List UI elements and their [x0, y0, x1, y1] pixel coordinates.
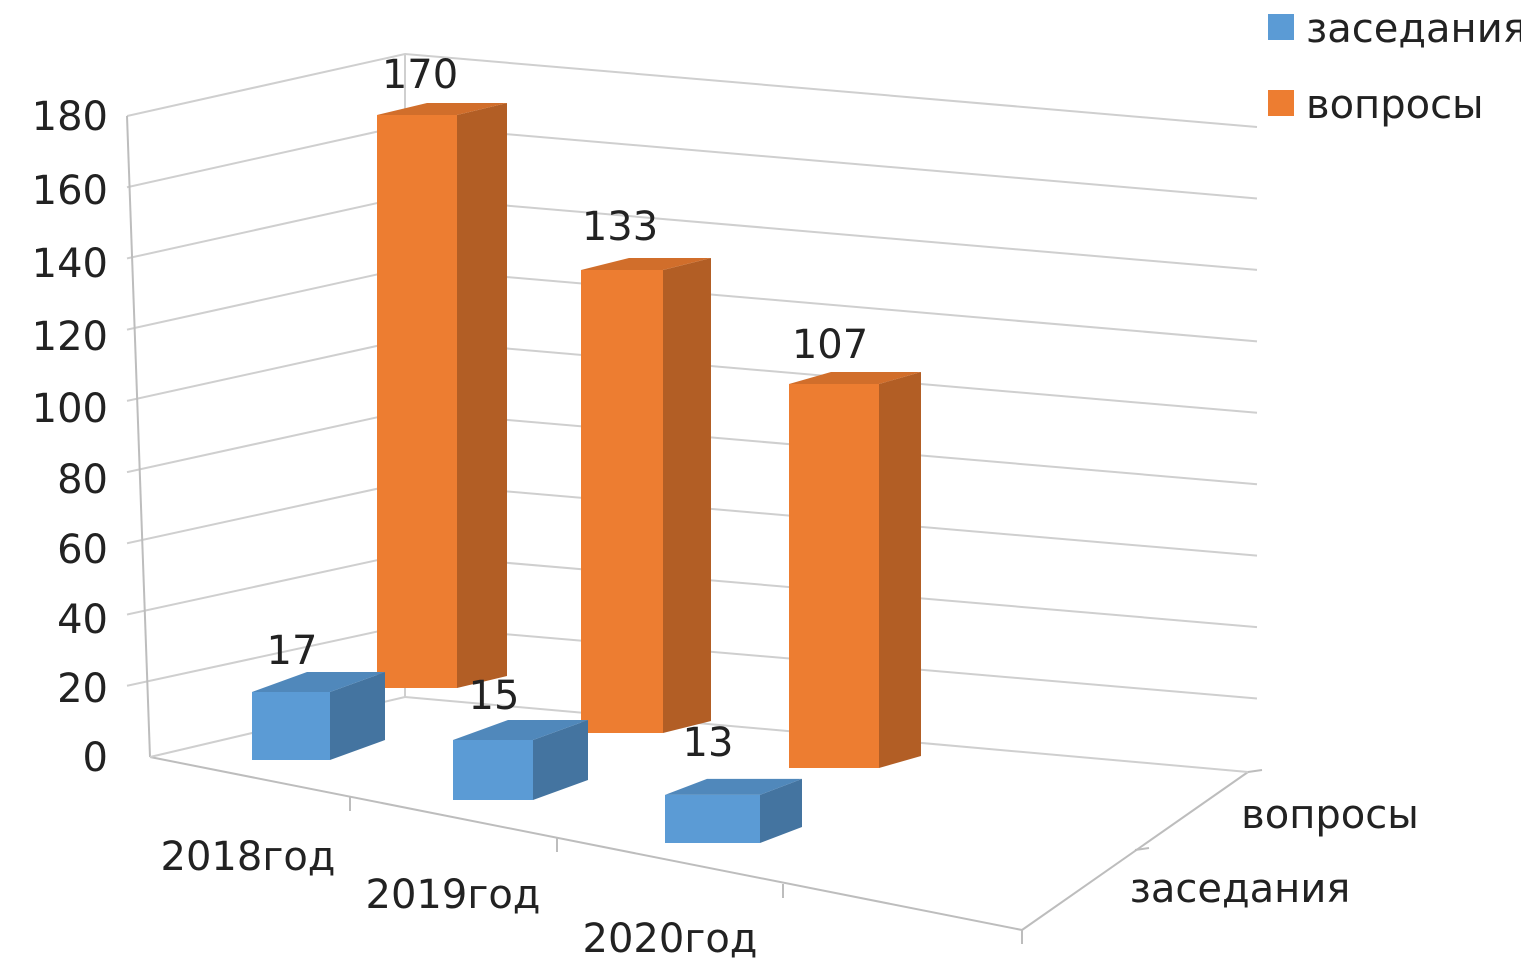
bar-вопросы-2020год [789, 372, 921, 768]
depth-label: заседания [1130, 866, 1351, 912]
depth-tick-mark [1134, 847, 1150, 851]
bar-заседания-2020год [665, 778, 802, 843]
category-label: 2020год [583, 916, 758, 960]
data-label: 17 [267, 628, 318, 674]
y-tick-label: 80 [57, 457, 108, 503]
y-tick-label: 180 [32, 94, 108, 140]
bar-side [533, 720, 588, 800]
bar-side [879, 372, 921, 768]
y-tick-label: 20 [57, 666, 108, 712]
bar-заседания-2018год [252, 672, 385, 760]
data-label: 107 [792, 322, 868, 368]
bar-top [252, 672, 385, 692]
data-label: 170 [382, 52, 458, 98]
legend-label: заседания [1306, 6, 1521, 52]
category-labels: 2018год 2019год 2020год [161, 834, 758, 960]
data-label: 15 [469, 673, 520, 719]
y-tick-label: 40 [57, 597, 108, 643]
y-tick-label: 120 [32, 314, 108, 360]
legend-swatch [1268, 14, 1294, 40]
bar-side [760, 778, 802, 843]
legend-item: заседания [1268, 6, 1521, 52]
bar-заседания-2019год [453, 720, 588, 800]
bar-вопросы-2018год [377, 103, 507, 688]
bars [252, 103, 921, 843]
depth-axis-labels: вопросы заседания [1130, 792, 1419, 912]
depth-label: вопросы [1241, 792, 1419, 838]
bar-side [330, 672, 385, 760]
bar-вопросы-2019год [581, 258, 711, 733]
bar-front [581, 270, 663, 733]
y-tick-label: 160 [32, 168, 108, 214]
y-tick-label: 140 [32, 241, 108, 287]
y-tick-label: 100 [32, 386, 108, 432]
depth-axis-line [1021, 771, 1249, 931]
legend-label: вопросы [1306, 82, 1484, 128]
x-axis-line [149, 756, 1023, 931]
category-label: 2019год [366, 872, 541, 918]
bar-front [453, 740, 533, 800]
y-tick-label: 0 [83, 735, 108, 781]
bar-front [665, 794, 760, 843]
bar-top [665, 778, 802, 795]
category-label: 2018год [161, 834, 336, 880]
y-tick-label: 60 [57, 527, 108, 573]
bar-top [581, 258, 711, 270]
bar-top [453, 720, 588, 740]
data-labels: 170 133 107 17 15 13 [267, 52, 869, 766]
bar-top [789, 372, 921, 384]
y-axis-line [126, 115, 151, 758]
legend-swatch [1268, 90, 1294, 116]
bar-front [377, 115, 457, 688]
depth-tick-mark [1247, 769, 1263, 773]
gridline-160 [126, 124, 1258, 200]
legend: заседания вопросы [1268, 6, 1521, 128]
gridline-180 [126, 52, 1258, 128]
data-label: 133 [582, 204, 658, 250]
legend-item: вопросы [1268, 82, 1484, 128]
bar-side [663, 258, 711, 733]
bar-top [377, 103, 507, 115]
bar-side [457, 103, 507, 688]
bar-front [252, 692, 330, 760]
data-label: 13 [683, 720, 734, 766]
bar-front [789, 384, 879, 768]
y-axis-ticks: 0 20 40 60 80 100 120 140 160 180 [32, 94, 108, 781]
